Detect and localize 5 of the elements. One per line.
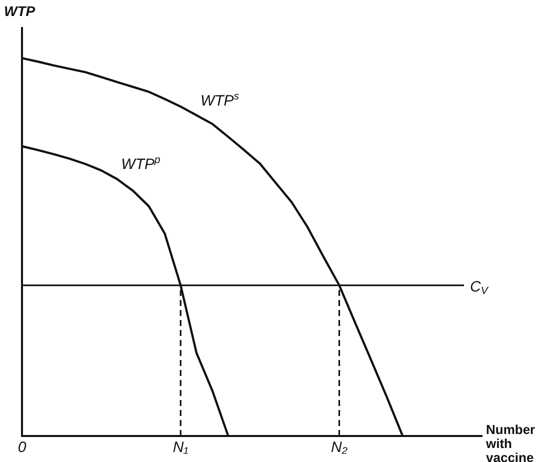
y-axis-title: WTP	[4, 3, 36, 19]
x-tick-label: N₁	[172, 439, 189, 456]
x-axis-title: Number with vaccine	[485, 422, 536, 462]
x-tick-label: N₂	[330, 439, 348, 456]
x-tick-label: 0	[18, 439, 27, 456]
